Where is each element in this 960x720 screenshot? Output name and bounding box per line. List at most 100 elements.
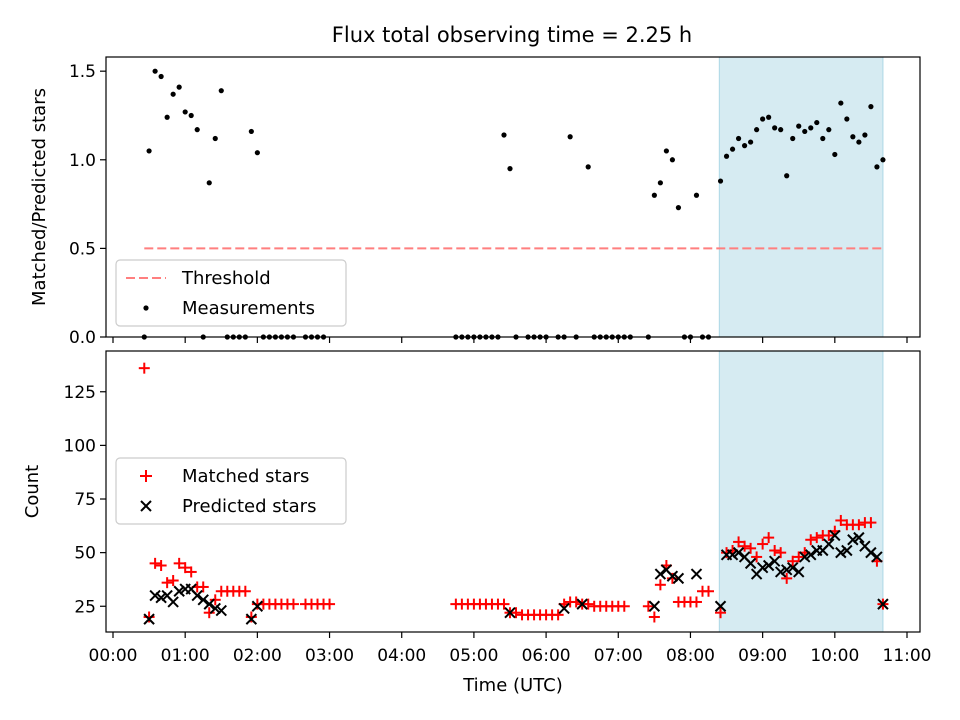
- measurement-point: [766, 114, 772, 120]
- predicted-star-point: [756, 561, 769, 574]
- predicted-star-point: [155, 591, 167, 604]
- matched-star-point: [835, 514, 847, 526]
- measurement-point: [868, 104, 874, 110]
- x-stroke: [191, 589, 203, 602]
- predicted-star-point: [780, 564, 793, 576]
- x-axis-label: Time (UTC): [462, 675, 563, 696]
- x-stroke: [871, 551, 883, 563]
- matched-star-point: [245, 611, 257, 623]
- x-stroke: [690, 568, 703, 580]
- measurement-point: [808, 125, 814, 131]
- x-stroke: [185, 583, 197, 595]
- predicted-star-point: [504, 606, 516, 619]
- top-legend: Threshold Measurements: [115, 259, 347, 327]
- matched-star-point: [161, 577, 173, 589]
- measurement-point: [657, 180, 663, 186]
- measurement-point: [248, 128, 254, 135]
- x-stroke: [799, 551, 811, 563]
- matched-star-point: [811, 532, 823, 544]
- measurement-point: [651, 192, 657, 198]
- predicted-star-point: [173, 585, 185, 597]
- measurement-point: [567, 134, 573, 140]
- measurement-point: [874, 164, 880, 170]
- top-axes-frame: [105, 56, 921, 338]
- top-y-tick-label: 1.5: [69, 62, 96, 82]
- x-stroke: [847, 534, 859, 546]
- x-stroke: [762, 559, 775, 572]
- x-stroke: [726, 549, 739, 561]
- matched-star-point: [823, 529, 835, 541]
- measurement-point: [844, 116, 850, 122]
- predicted-star-point: [203, 598, 215, 610]
- x-stroke: [161, 589, 173, 602]
- matched-star-point: [781, 572, 793, 584]
- x-stroke: [197, 594, 209, 606]
- predicted-star-point: [768, 555, 781, 567]
- measurement-point: [182, 109, 188, 115]
- matched-star-point: [733, 536, 745, 548]
- matched-star-point: [715, 607, 727, 619]
- measurement-point: [778, 127, 784, 133]
- matched-star-point: [185, 566, 197, 578]
- matched-star-point: [751, 551, 763, 563]
- matched-star-point: [510, 607, 522, 619]
- predicted-star-point: [648, 600, 661, 612]
- predicted-star-point: [654, 568, 667, 580]
- matched-star-point: [167, 575, 179, 587]
- x-stroke: [149, 589, 161, 602]
- matched-star-point: [769, 544, 781, 556]
- bottom-legend-label: Matched stars: [182, 466, 309, 487]
- x-stroke: [823, 538, 835, 550]
- predicted-star-point: [672, 572, 685, 585]
- measurement-point: [723, 153, 730, 159]
- x-stroke: [666, 570, 679, 582]
- x-stroke: [558, 602, 570, 615]
- top-legend-box: [115, 259, 347, 327]
- matched-star-point: [173, 557, 185, 569]
- measurement-point: [170, 91, 176, 97]
- predicted-star-point: [847, 534, 859, 546]
- bottom-x-ticks: 00:00 01:00 02:00 03:00 04:00 05:00 06:00 07:00…: [89, 632, 932, 666]
- matched-star-point: [739, 540, 751, 552]
- matched-star-point: [498, 598, 510, 610]
- x-stroke: [756, 561, 769, 574]
- measurement-point: [254, 150, 260, 156]
- measurement-point: [663, 148, 669, 154]
- bottom-y-tick-label: 50: [74, 544, 96, 564]
- predicted-star-point: [732, 546, 745, 559]
- measurement-point: [748, 139, 754, 145]
- predicted-star-point: [787, 561, 799, 574]
- measurement-point: [820, 135, 826, 142]
- predicted-star-point: [167, 596, 179, 608]
- matched-star-point: [209, 594, 221, 606]
- measurement-point: [669, 157, 676, 163]
- matched-star-point: [239, 585, 251, 597]
- predicted-star-point: [799, 551, 811, 563]
- matched-star-point: [138, 362, 150, 374]
- measurement-point: [802, 128, 808, 135]
- matched-star-point: [775, 547, 787, 559]
- bottom-axes-frame: [105, 350, 921, 633]
- x-tick-label: 04:00: [377, 646, 426, 666]
- measurement-point: [796, 123, 802, 129]
- predicted-star-point: [865, 546, 877, 559]
- predicted-star-point: [690, 568, 703, 580]
- x-stroke: [774, 566, 787, 578]
- bottom-y-tick-label: 25: [74, 597, 96, 617]
- bottom-y-ticks: 25 50 75 100 125: [64, 383, 106, 617]
- matched-star-point: [648, 611, 660, 623]
- x-stroke: [714, 600, 727, 612]
- top-y-axis-label: Matched/Predicted stars: [29, 88, 50, 306]
- bottom-legend-x-marker: [140, 500, 152, 512]
- top-legend-label: Threshold: [181, 268, 271, 289]
- x-stroke: [732, 546, 745, 559]
- x-stroke: [654, 568, 667, 580]
- bottom-y-tick-label: 75: [74, 490, 96, 510]
- predicted-star-point: [209, 602, 221, 615]
- bottom-y-tick-label: 125: [64, 383, 96, 403]
- measurement-point: [188, 112, 194, 119]
- x-tick-label: 05:00: [449, 646, 498, 666]
- measurement-point: [741, 143, 748, 149]
- measurement-point: [850, 134, 856, 140]
- x-stroke: [155, 591, 167, 604]
